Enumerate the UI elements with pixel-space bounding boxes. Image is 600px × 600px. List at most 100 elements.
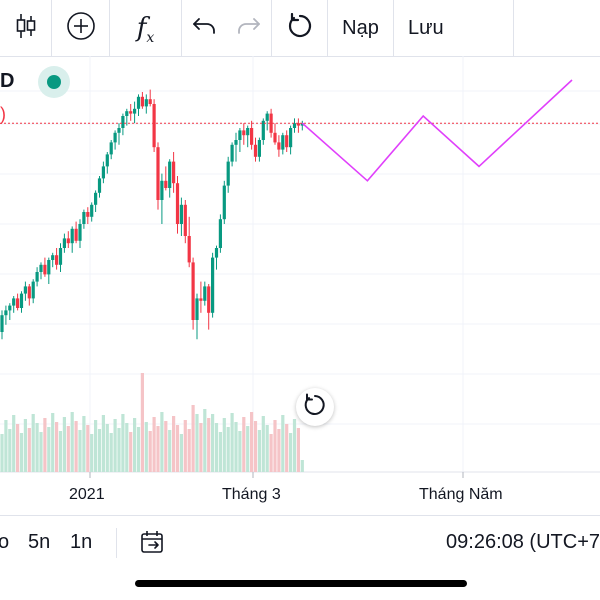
candle-body	[31, 281, 35, 299]
volume-bar	[168, 430, 172, 472]
candle-body	[273, 132, 277, 143]
chart-type-button[interactable]	[0, 0, 52, 56]
volume-bar	[246, 426, 250, 472]
candle-body	[253, 144, 258, 157]
plus-circle-icon	[66, 11, 96, 46]
volume-bar	[82, 416, 86, 472]
candle-body	[234, 140, 238, 145]
volume-bar	[43, 418, 47, 472]
candlestick-series	[0, 89, 304, 340]
candle-body	[35, 272, 39, 282]
volume-bars	[0, 373, 304, 472]
volume-bar	[86, 425, 90, 472]
candle-body	[214, 248, 219, 258]
candle-body	[62, 238, 66, 248]
volume-bar	[230, 413, 234, 472]
candle-body	[292, 123, 297, 128]
volume-bar	[58, 431, 63, 472]
candle-body	[55, 255, 59, 265]
redo-icon[interactable]	[237, 16, 261, 41]
candle-body	[187, 236, 191, 263]
timeframe-option[interactable]: 1n	[70, 531, 93, 553]
volume-bar	[4, 420, 8, 472]
volume-bar	[222, 418, 226, 472]
candle-body	[199, 298, 203, 301]
volume-bar	[27, 428, 31, 472]
volume-bar	[90, 434, 94, 472]
candle-body	[296, 123, 300, 126]
candle-body	[246, 128, 250, 136]
rotate-icon	[287, 12, 313, 44]
candle-body	[125, 111, 129, 116]
chart-overlay	[0, 79, 600, 182]
candle-body	[39, 264, 43, 272]
candle-body	[51, 255, 55, 260]
reset-chart-button[interactable]	[296, 388, 334, 426]
clock-timezone[interactable]: 09:26:08 (UTC+7	[446, 531, 600, 553]
candle-body	[16, 298, 20, 308]
volume-bar	[207, 418, 211, 472]
candle-body	[27, 286, 31, 299]
volume-bar	[292, 419, 297, 472]
volume-bar	[160, 412, 164, 472]
candle-body	[281, 135, 285, 150]
symbol-name[interactable]: D	[0, 70, 15, 92]
price-chart[interactable]	[0, 56, 600, 515]
replay-button[interactable]	[272, 0, 328, 56]
load-layout-button[interactable]: Nạp	[328, 0, 394, 56]
candle-body	[0, 315, 4, 332]
candle-body	[133, 108, 137, 114]
candle-body	[148, 99, 152, 104]
volume-bar	[296, 428, 300, 472]
undo-redo-group	[182, 0, 272, 56]
candle-body	[218, 219, 222, 248]
candle-body	[168, 161, 172, 188]
undo-icon[interactable]	[192, 16, 216, 41]
candle-body	[277, 142, 281, 150]
candle-body	[8, 305, 12, 311]
timeframe-option[interactable]: 5n	[28, 531, 51, 553]
save-layout-button[interactable]: Lưu	[394, 0, 514, 56]
candle-body	[140, 96, 144, 107]
volume-bar	[105, 424, 109, 472]
volume-bar	[78, 430, 82, 472]
candle-body	[58, 248, 63, 265]
candle-body	[261, 120, 265, 140]
volume-bar	[144, 422, 148, 472]
candle-body	[242, 130, 246, 136]
indicators-button[interactable]: fx	[110, 0, 182, 56]
volume-bar	[0, 434, 4, 472]
volume-bar	[94, 420, 98, 472]
candle-body	[152, 104, 156, 148]
volume-bar	[250, 412, 254, 472]
volume-bar	[19, 433, 24, 472]
volume-bar	[203, 409, 207, 472]
volume-bar	[133, 418, 137, 472]
candle-body	[86, 212, 90, 217]
volume-bar	[199, 423, 203, 472]
volume-bar	[191, 405, 195, 472]
add-indicator-button[interactable]	[52, 0, 110, 56]
go-to-date-icon[interactable]	[140, 530, 166, 561]
candle-body	[109, 142, 113, 155]
volume-bar	[234, 422, 238, 472]
volume-bar	[265, 425, 269, 472]
volume-bar	[300, 460, 304, 472]
function-label: f	[136, 13, 147, 43]
volume-bar	[253, 421, 258, 472]
volume-bar	[289, 433, 293, 472]
time-axis-label: 2021	[69, 486, 105, 503]
candle-body	[101, 166, 105, 179]
reset-icon	[303, 393, 327, 422]
time-axis-label: Tháng 3	[222, 486, 281, 503]
volume-bar	[51, 413, 55, 472]
volume-bar	[23, 419, 27, 472]
volume-bar	[187, 429, 191, 472]
candle-body	[230, 144, 234, 162]
candle-body	[4, 310, 8, 316]
timeframe-option[interactable]: o	[0, 531, 10, 553]
volume-bar	[31, 414, 35, 472]
volume-bar	[101, 415, 105, 472]
candle-body	[250, 128, 254, 145]
candle-body	[257, 140, 261, 157]
